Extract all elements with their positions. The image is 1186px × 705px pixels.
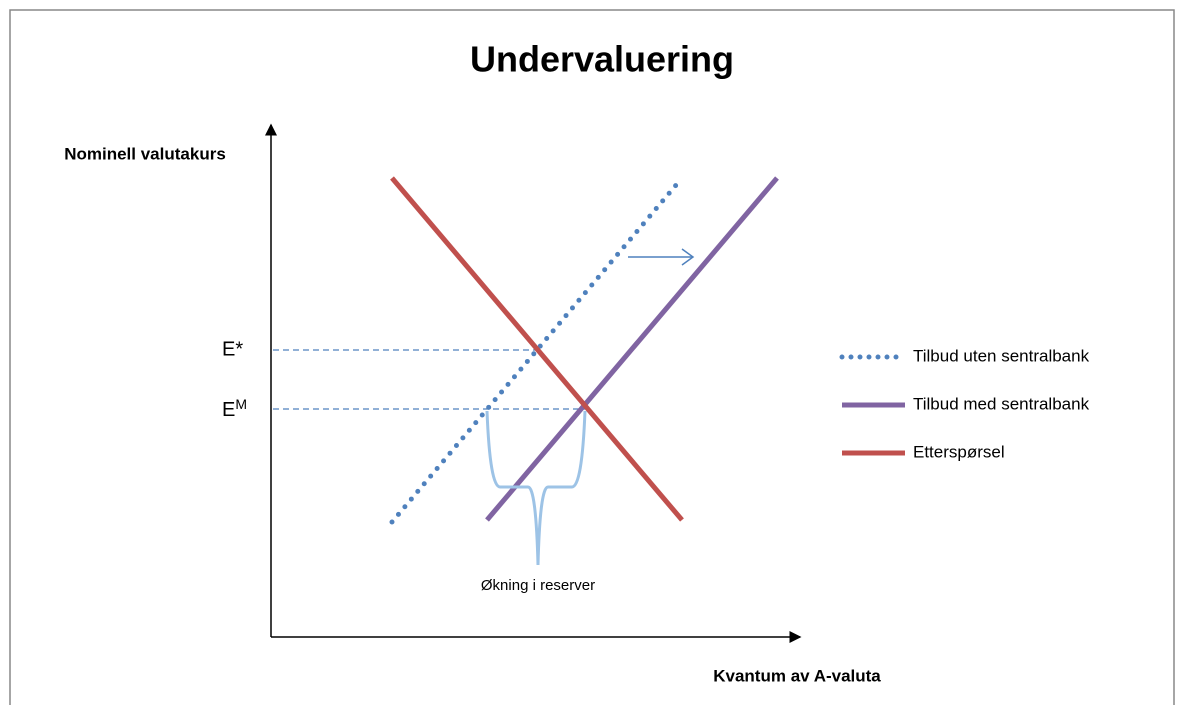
legend-label: Etterspørsel	[913, 442, 1005, 461]
annotation: Økning i reserver	[481, 577, 595, 594]
supply-curve-with-bank	[485, 176, 779, 522]
title: Undervaluering	[470, 39, 734, 80]
legend-label: Tilbud uten sentralbank	[913, 346, 1090, 365]
level-label: EM	[222, 396, 247, 422]
y-axis-label: Nominell valutakurs	[64, 144, 226, 163]
x-axis-label: Kvantum av A-valuta	[713, 666, 881, 685]
demand-curve	[390, 176, 684, 522]
shift-arrowhead	[681, 248, 695, 266]
reserve-brace	[485, 410, 587, 566]
frame	[9, 9, 1175, 705]
level-label: E*	[222, 338, 243, 360]
legend-label: Tilbud med sentralbank	[913, 394, 1090, 413]
legend: Tilbud uten sentralbank Tilbud med sentra…	[839, 346, 1090, 461]
